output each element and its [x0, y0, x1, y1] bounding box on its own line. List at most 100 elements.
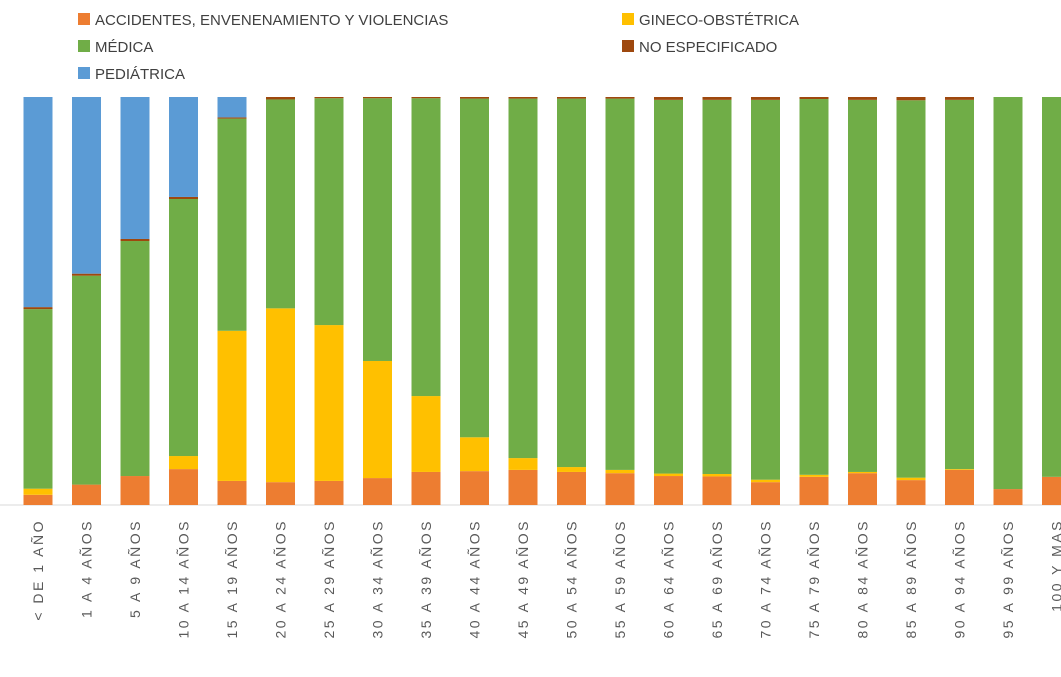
- bar-segment: [557, 467, 586, 472]
- bar-segment: [363, 98, 392, 361]
- legend-label: MÉDICA: [95, 39, 153, 56]
- bar-segment: [120, 97, 150, 239]
- x-tick-label: 95 A 99 AÑOS: [1000, 519, 1016, 639]
- bar-segment: [654, 99, 683, 474]
- bar-segment: [654, 476, 683, 505]
- bar-segment: [120, 476, 150, 505]
- x-tick-label: 35 A 39 AÑOS: [418, 519, 434, 639]
- bar-segment: [848, 97, 877, 100]
- bar-segment: [460, 437, 489, 472]
- bar-segment: [460, 471, 489, 505]
- bar-segment: [799, 474, 829, 477]
- x-tick-label: 70 A 74 AÑOS: [758, 519, 774, 639]
- bar-segment: [120, 241, 150, 477]
- bar-segment: [314, 97, 344, 99]
- bar-segment: [23, 307, 53, 310]
- legend-label: GINECO-OBSTÉTRICA: [639, 12, 799, 29]
- bar-segment: [605, 469, 635, 474]
- bar-segment: [314, 480, 344, 505]
- bar-segment: [411, 396, 441, 472]
- x-tick-label: 10 A 14 AÑOS: [176, 519, 192, 639]
- bar-segment: [217, 97, 247, 118]
- bar-segment: [896, 480, 926, 505]
- bar-segment: [363, 478, 392, 505]
- bar-segment: [702, 97, 732, 100]
- bar-segment: [799, 476, 829, 505]
- bar-segment: [557, 98, 586, 468]
- x-tick-label: 60 A 64 AÑOS: [661, 519, 677, 639]
- bar-segment: [945, 99, 974, 470]
- bar-segment: [72, 275, 101, 485]
- bar-segment: [799, 99, 829, 475]
- bar-segment: [508, 97, 538, 99]
- bar-segment: [169, 199, 198, 457]
- bar-segment: [314, 98, 344, 326]
- bar-segment: [605, 98, 635, 470]
- bar-segment: [848, 99, 877, 472]
- x-tick-label: 50 A 54 AÑOS: [564, 519, 580, 639]
- bar-segment: [896, 97, 926, 101]
- bar-segment: [169, 97, 198, 197]
- legend-swatch: [622, 40, 634, 52]
- legend-swatch: [78, 40, 90, 52]
- x-tick-label: 45 A 49 AÑOS: [515, 519, 531, 639]
- legend-swatch: [78, 13, 90, 25]
- bar-segment: [702, 99, 732, 474]
- bar-segment: [363, 360, 392, 479]
- x-tick-label: 55 A 59 AÑOS: [612, 519, 628, 639]
- bar-segment: [896, 100, 926, 478]
- bar-segment: [945, 469, 974, 470]
- x-tick-label: 1 A 4 AÑOS: [79, 519, 95, 618]
- bar-segment: [654, 473, 683, 477]
- bar-segment: [411, 97, 441, 99]
- bar-segment: [169, 456, 198, 470]
- x-tick-label: 75 A 79 AÑOS: [806, 519, 822, 639]
- bar-segment: [411, 98, 441, 397]
- bar-segment: [411, 471, 441, 505]
- x-tick-label: 80 A 84 AÑOS: [855, 519, 871, 639]
- bar-segment: [751, 99, 780, 480]
- bar-segment: [266, 308, 295, 483]
- bar-segment: [751, 97, 780, 100]
- bar-segment: [217, 117, 247, 119]
- bar-segment: [945, 97, 974, 100]
- x-tick-label: 85 A 89 AÑOS: [903, 519, 919, 639]
- bar-segment: [72, 97, 101, 274]
- bar-segment: [702, 473, 732, 477]
- bar-segment: [993, 489, 1023, 505]
- bar-segment: [702, 476, 732, 505]
- bar-segment: [460, 97, 489, 99]
- bar-segment: [1042, 97, 1061, 477]
- x-tick-label: 25 A 29 AÑOS: [321, 519, 337, 639]
- legend-swatch: [78, 67, 90, 79]
- bar-segment: [72, 484, 101, 505]
- legend-label: NO ESPECIFICADO: [639, 39, 777, 56]
- bar-segment: [896, 477, 926, 481]
- x-tick-label: 15 A 19 AÑOS: [224, 519, 240, 639]
- bar-segment: [169, 469, 198, 505]
- bar-segment: [217, 480, 247, 505]
- x-tick-label: 65 A 69 AÑOS: [709, 519, 725, 639]
- bar-segment: [605, 97, 635, 99]
- bar-segment: [848, 473, 877, 505]
- bar-segment: [23, 494, 53, 505]
- bar-segment: [654, 97, 683, 100]
- bar-segment: [266, 97, 295, 100]
- bar-segment: [508, 469, 538, 505]
- bar-segment: [266, 482, 295, 505]
- x-tick-label: 20 A 24 AÑOS: [273, 519, 289, 639]
- bar-segment: [557, 97, 586, 99]
- x-tick-label: < DE 1 AÑO: [30, 519, 46, 621]
- bar-segment: [363, 97, 392, 99]
- x-tick-label: 100 Y MAS: [1049, 519, 1061, 612]
- bar-segment: [751, 479, 780, 483]
- bar-segment: [266, 99, 295, 309]
- bar-segment: [72, 273, 101, 276]
- bar-segment: [23, 488, 53, 495]
- bar-segment: [508, 98, 538, 459]
- bar-segment: [557, 471, 586, 505]
- x-tick-label: 40 A 44 AÑOS: [467, 519, 483, 639]
- bar-segment: [605, 473, 635, 505]
- bar-segment: [848, 471, 877, 474]
